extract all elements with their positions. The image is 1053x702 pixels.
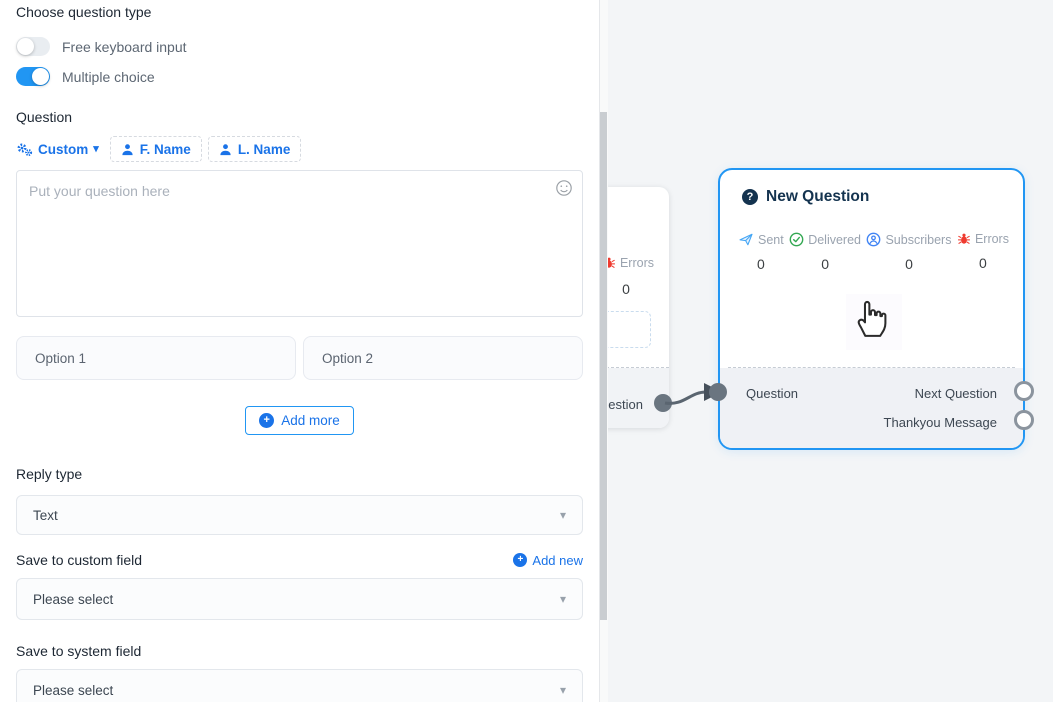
- multiple-choice-label: Multiple choice: [62, 68, 155, 85]
- option-1-input[interactable]: [16, 336, 296, 380]
- check-circle-icon: [789, 232, 804, 247]
- stat-value: 0: [905, 256, 913, 272]
- chip-label: L. Name: [237, 141, 291, 157]
- toggle-knob: [17, 38, 34, 55]
- question-textarea[interactable]: [16, 170, 583, 317]
- save-custom-field-row: Save to custom field + Add new: [16, 552, 583, 568]
- bug-icon: [957, 233, 970, 245]
- stat-delivered: Delivered 0: [789, 232, 861, 272]
- plus-circle-icon: +: [513, 553, 528, 567]
- scrollbar-thumb[interactable]: [600, 112, 607, 620]
- custom-fields-dropdown-button[interactable]: Custom ▾: [16, 142, 104, 157]
- custom-field-select[interactable]: Please select ▾: [16, 578, 583, 620]
- bug-icon: [608, 257, 615, 269]
- toggle-knob: [32, 68, 49, 85]
- hand-cursor-icon: [857, 300, 887, 337]
- stat-sent: Sent 0: [738, 232, 784, 272]
- chevron-down-icon: ▾: [559, 592, 566, 606]
- node-title: New Question: [766, 188, 870, 205]
- system-field-value: Please select: [33, 682, 114, 698]
- gears-icon: [17, 142, 33, 156]
- question-settings-panel: Choose question type Free keyboard input…: [16, 0, 600, 702]
- add-new-custom-field-button[interactable]: + Add new: [513, 553, 583, 568]
- custom-button-label: Custom: [38, 141, 89, 157]
- chevron-down-icon: ▾: [93, 142, 99, 155]
- choose-question-type-label: Choose question type: [16, 4, 152, 20]
- system-field-select[interactable]: Please select ▾: [16, 669, 583, 702]
- flow-canvas[interactable]: Errors 0 uestion ? New Question: [608, 0, 1053, 702]
- node-footer: Question Next Question Thankyou Message: [720, 368, 1023, 448]
- add-more-button[interactable]: + Add more: [245, 406, 354, 435]
- add-more-label: Add more: [281, 413, 340, 428]
- stat-label: Delivered: [808, 232, 861, 247]
- stat-label: Subscribers: [885, 232, 952, 247]
- stat-value: 0: [756, 256, 765, 272]
- chevron-down-icon: ▾: [559, 508, 566, 522]
- merge-field-chip-row: Custom ▾ F. Name L. Name: [16, 136, 583, 162]
- dashed-divider: [728, 367, 1015, 368]
- stat-label: Errors: [974, 232, 1009, 246]
- add-more-wrap: + Add more: [16, 406, 583, 435]
- plus-circle-icon: +: [259, 413, 275, 428]
- chip-label: F. Name: [139, 141, 191, 157]
- stat-value: 0: [979, 255, 987, 271]
- last-name-chip[interactable]: L. Name: [207, 136, 302, 162]
- option-2-input[interactable]: [303, 336, 583, 380]
- output-port[interactable]: [654, 394, 672, 412]
- first-name-chip[interactable]: F. Name: [109, 136, 202, 162]
- add-new-label: Add new: [532, 552, 583, 568]
- question-section-label: Question: [16, 109, 73, 125]
- input-port-label: Question: [746, 386, 799, 401]
- custom-field-value: Please select: [33, 591, 114, 607]
- free-keyboard-toggle-row: Free keyboard input: [16, 37, 583, 56]
- reply-type-label: Reply type: [16, 466, 83, 482]
- input-port[interactable]: [709, 383, 727, 401]
- partial-flow-node[interactable]: Errors 0 uestion: [608, 187, 672, 428]
- partial-errors-stat: Errors: [608, 256, 654, 270]
- partial-port-label: uestion: [608, 397, 643, 412]
- save-system-field-label: Save to system field: [16, 643, 142, 659]
- partial-errors-value: 0: [622, 281, 630, 297]
- multiple-choice-toggle-row: Multiple choice: [16, 67, 583, 86]
- paper-plane-icon: [739, 233, 753, 246]
- stat-errors: Errors 0: [957, 232, 1009, 272]
- question-text-box: [16, 170, 583, 322]
- partial-errors-label: Errors: [619, 256, 654, 270]
- free-keyboard-toggle[interactable]: [16, 37, 50, 56]
- answer-options-row: [16, 336, 583, 380]
- new-question-node[interactable]: ? New Question Sent 0: [709, 168, 1034, 450]
- free-keyboard-label: Free keyboard input: [62, 38, 187, 55]
- person-icon: [122, 143, 133, 155]
- panel-scrollbar[interactable]: [600, 0, 608, 702]
- node-header: ? New Question: [720, 170, 1023, 206]
- multiple-choice-toggle[interactable]: [16, 67, 50, 86]
- thankyou-port-label: Thankyou Message: [883, 415, 997, 430]
- question-badge-icon: ?: [742, 189, 758, 205]
- next-question-port-label: Next Question: [914, 386, 997, 401]
- user-circle-icon: [867, 232, 881, 247]
- next-question-output-port[interactable]: [1014, 381, 1034, 401]
- node-stats-row: Sent 0 Delivered 0: [720, 206, 1023, 272]
- chevron-down-icon: ▾: [559, 683, 566, 697]
- person-icon: [220, 143, 231, 155]
- thankyou-output-port[interactable]: [1014, 410, 1034, 430]
- reply-type-select[interactable]: Text ▾: [16, 495, 583, 535]
- partial-option-slot: [608, 311, 651, 348]
- stat-subscribers: Subscribers 0: [866, 232, 951, 272]
- reply-type-value: Text: [33, 507, 58, 523]
- save-custom-field-label: Save to custom field: [16, 552, 143, 568]
- partial-node-footer: uestion: [608, 368, 672, 428]
- stat-label: Sent: [758, 232, 784, 247]
- stat-value: 0: [821, 256, 829, 272]
- dashed-divider: [608, 367, 669, 368]
- emoji-picker-icon[interactable]: [555, 179, 573, 197]
